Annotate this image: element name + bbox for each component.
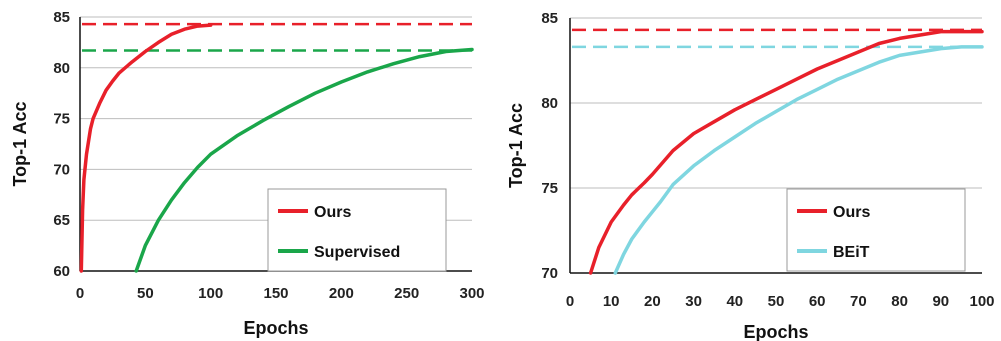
x-tick-label: 80: [891, 293, 908, 310]
series-line-ours: [588, 29, 984, 275]
legend-label: BEiT: [833, 244, 870, 261]
legend: Ours BEiT: [786, 188, 966, 272]
x-tick-label: 100: [198, 285, 223, 302]
y-axis-label: Top-1 Acc: [506, 103, 526, 188]
legend-label: Ours: [314, 204, 351, 221]
x-axis-label: Epochs: [243, 318, 308, 338]
x-tick-label: 40: [726, 293, 743, 310]
y-tick-label: 80: [53, 60, 70, 77]
chart-right: 70 75 80 85 0 10 20 30 40 50 60 70 80 90 100 Epochs Top-…: [506, 10, 995, 341]
x-tick-label: 30: [685, 293, 702, 310]
x-tick-label: 10: [603, 293, 620, 310]
y-tick-label: 60: [53, 263, 70, 280]
x-tick-label: 50: [137, 285, 154, 302]
x-tick-label: 0: [566, 293, 574, 310]
y-tick-label: 70: [53, 161, 70, 178]
series-line-supervised: [134, 47, 474, 273]
y-tick-label: 75: [541, 180, 558, 197]
x-tick-label: 0: [76, 285, 84, 302]
legend-box: [786, 188, 966, 272]
y-tick-label: 85: [541, 10, 558, 27]
x-tick-label: 200: [329, 285, 354, 302]
y-tick-label: 80: [541, 95, 558, 112]
legend-label: Supervised: [314, 244, 400, 261]
series-line-beit: [613, 45, 984, 275]
x-axis-label: Epochs: [743, 322, 808, 341]
x-tick-label: 70: [850, 293, 867, 310]
x-tick-label: 300: [459, 285, 484, 302]
series-line-ours: [79, 23, 213, 273]
legend: Ours Supervised: [267, 188, 447, 272]
y-tick-label: 85: [53, 9, 70, 26]
y-tick-label: 75: [53, 111, 70, 128]
x-tick-label: 150: [263, 285, 288, 302]
legend-box: [267, 188, 447, 272]
x-tick-label: 50: [768, 293, 785, 310]
x-tick-label: 20: [644, 293, 661, 310]
y-axis-label: Top-1 Acc: [10, 101, 30, 186]
legend-label: Ours: [833, 204, 870, 221]
x-tick-label: 250: [394, 285, 419, 302]
x-tick-label: 100: [969, 293, 994, 310]
x-tick-label: 60: [809, 293, 826, 310]
chart-left: 60 65 70 75 80 85 0 50 100 150 200 250 300 Epochs Top-…: [10, 9, 485, 338]
y-tick-label: 70: [541, 265, 558, 282]
y-tick-label: 65: [53, 212, 70, 229]
x-tick-label: 90: [932, 293, 949, 310]
